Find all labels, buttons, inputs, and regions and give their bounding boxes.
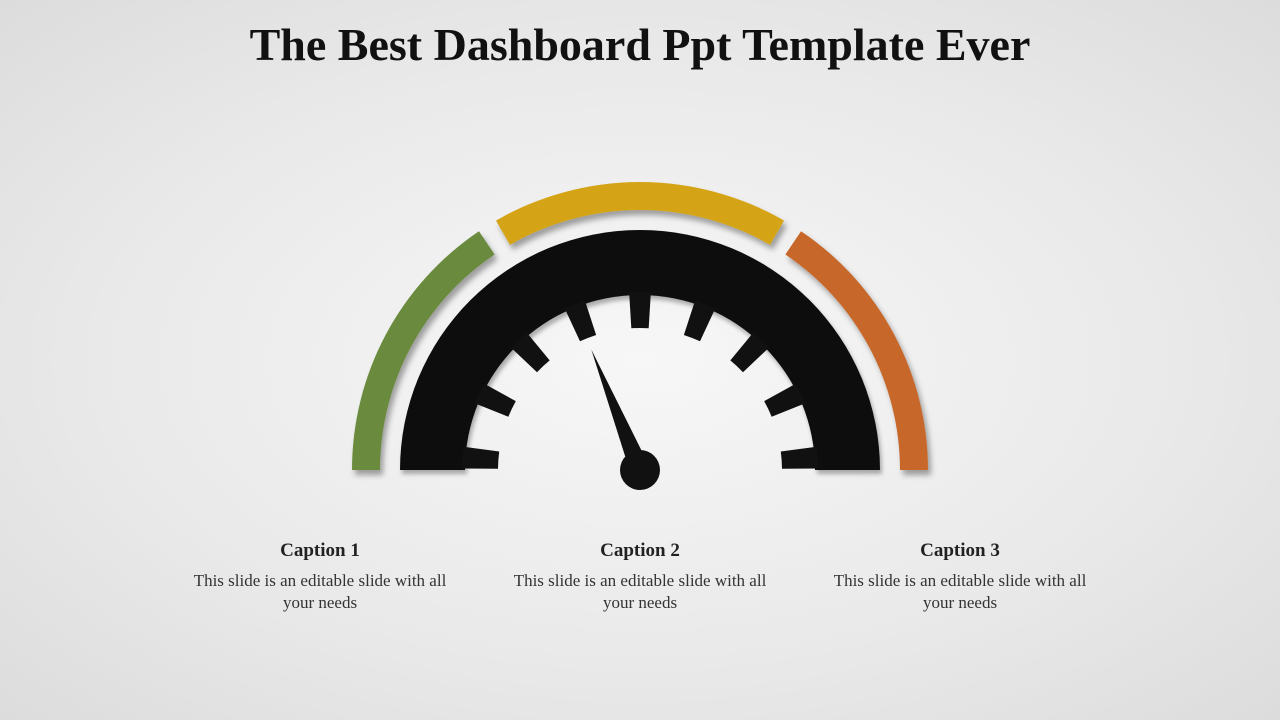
caption-1: Caption 1 This slide is an editable slid… <box>190 540 450 614</box>
caption-2: Caption 2 This slide is an editable slid… <box>510 540 770 614</box>
gauge-tick <box>781 447 818 469</box>
gauge-tick <box>565 301 596 342</box>
gauge-chart <box>330 140 950 505</box>
caption-2-title: Caption 2 <box>510 540 770 562</box>
caption-3-desc: This slide is an editable slide with all… <box>830 570 1090 614</box>
caption-3-title: Caption 3 <box>830 540 1090 562</box>
caption-2-desc: This slide is an editable slide with all… <box>510 570 770 614</box>
gauge-tick <box>629 292 651 328</box>
page-title: The Best Dashboard Ppt Template Ever <box>0 18 1280 71</box>
caption-1-desc: This slide is an editable slide with all… <box>190 570 450 614</box>
gauge-tick <box>462 447 499 469</box>
gauge-svg <box>330 140 950 500</box>
gauge-hub <box>620 450 660 490</box>
caption-1-title: Caption 1 <box>190 540 450 562</box>
gauge-tick <box>684 301 715 342</box>
caption-3: Caption 3 This slide is an editable slid… <box>830 540 1090 614</box>
caption-row: Caption 1 This slide is an editable slid… <box>190 540 1090 614</box>
